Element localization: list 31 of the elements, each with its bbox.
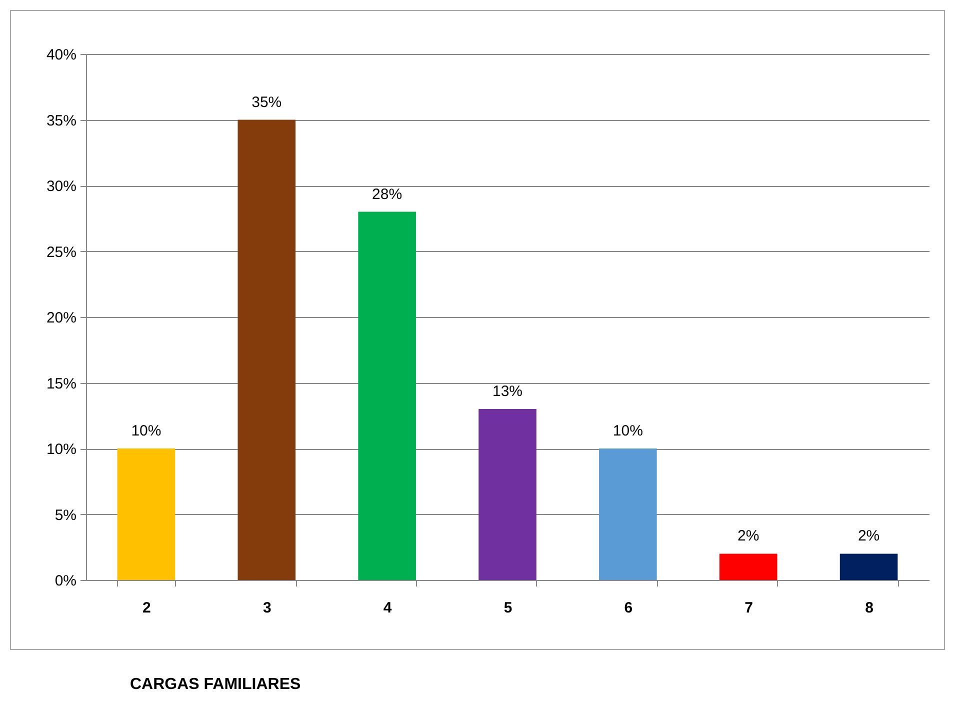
text: CARGAS FAMILIARES xyxy=(130,676,301,694)
data-label: 10% xyxy=(612,422,643,440)
y-tick-label: 30% xyxy=(46,178,76,195)
bar xyxy=(840,554,898,580)
bar xyxy=(238,120,296,580)
y-tick-label: 25% xyxy=(46,244,76,261)
x-tick-label: 7 xyxy=(744,600,754,616)
x-tick-label: 3 xyxy=(262,600,272,616)
y-tick-label: 10% xyxy=(46,441,76,458)
y-tick-label: 20% xyxy=(46,310,76,326)
y-tick-label: 5% xyxy=(54,506,76,524)
x-tick-label: 6 xyxy=(624,600,633,616)
data-label: 28% xyxy=(372,186,402,203)
x-tick-label: 4 xyxy=(383,600,392,616)
y-tick-label: 35% xyxy=(46,112,76,130)
data-label: 10% xyxy=(131,422,162,440)
bar xyxy=(599,448,657,580)
y-tick-label: 0% xyxy=(54,572,76,590)
data-label: 35% xyxy=(252,94,282,111)
y-tick-label: 15% xyxy=(46,375,76,392)
data-label: 2% xyxy=(858,528,880,545)
x-tick-label: 8 xyxy=(865,600,874,616)
bar xyxy=(358,212,416,580)
bar xyxy=(478,409,536,580)
x-tick-label: 2 xyxy=(142,600,151,616)
data-label: 2% xyxy=(738,528,760,545)
bar xyxy=(719,554,778,580)
bar xyxy=(117,448,176,580)
x-tick-label: 5 xyxy=(504,600,512,616)
data-label: 13% xyxy=(492,383,523,400)
y-tick-label: 40% xyxy=(46,46,76,64)
